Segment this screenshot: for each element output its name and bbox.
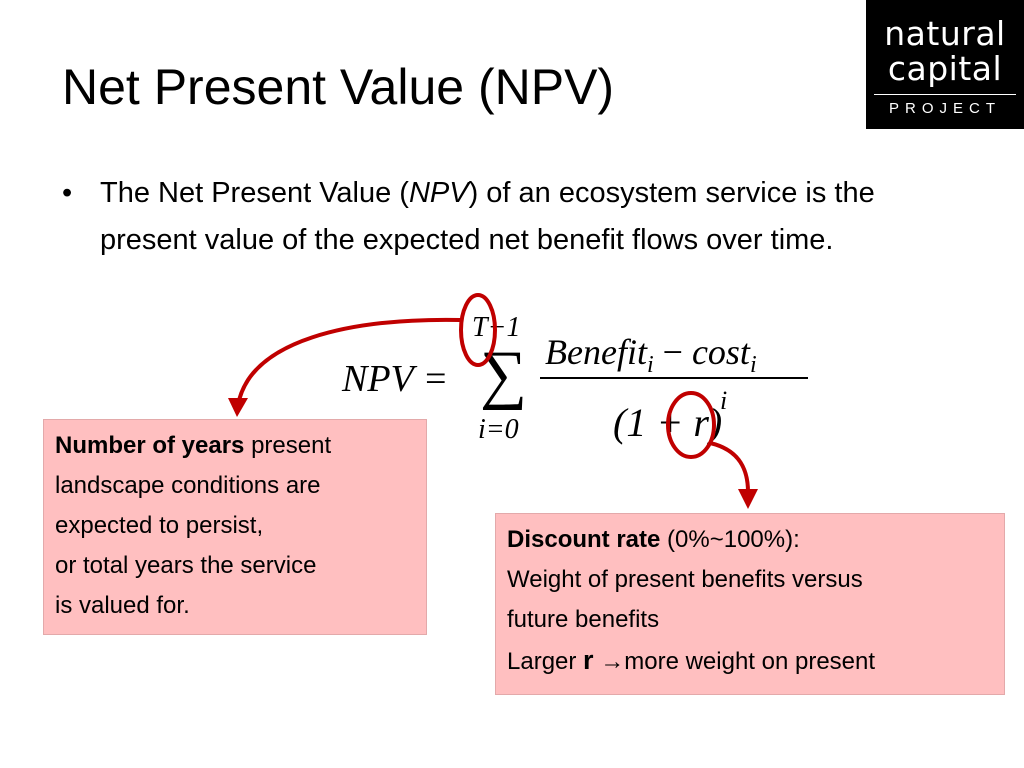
discount-line4-suffix: more weight on present [624,648,876,675]
arrow-right-icon: → [593,648,625,675]
bullet-npv-abbrev: NPV [408,177,469,209]
logo-line-natural: natural [884,14,1006,53]
years-annotation-heading-rest: present [244,432,332,459]
logo-line-project: PROJECT [888,100,1001,117]
fraction-numerator: Benefiti − costi [545,334,757,377]
equation-lhs: NPV = [342,358,449,400]
denominator-exponent: i [720,386,728,415]
discount-annotation-heading: Discount rate [507,526,661,553]
years-annotation-line-5: is valued for. [55,592,190,619]
years-arrowhead [228,398,248,417]
slide-title: Net Present Value (NPV) [62,59,615,115]
years-annotation-line-2: landscape conditions are [55,472,321,499]
numerator-cost-subscript: i [749,352,757,379]
sum-lower-limit: i=0 [478,414,519,445]
logo-line-capital: capital [887,49,1003,88]
years-annotation-heading: Number of years [55,432,245,459]
bullet-text-start: The Net Present Value ( [100,177,409,209]
rate-arrowhead [738,489,758,509]
discount-line4-prefix: Larger [507,648,584,675]
discount-annotation-line-3: future benefits [507,606,660,633]
years-annotation-line-4: or total years the service [55,552,317,579]
discount-rate-symbol: r [583,645,594,675]
discount-annotation-line-4: Larger r →more weight on present [507,640,1004,682]
discount-annotation-line-1: Discount rate (0%~100%): [507,520,1004,560]
bullet-text-end: ) of an ecosystem service is the present… [100,177,875,256]
years-annotation-line-1: Number of years present [55,426,426,466]
fraction-bar [540,377,808,379]
years-annotation-line-3: expected to persist, [55,512,264,539]
fraction-denominator: (1 + r) [613,400,723,445]
numerator-benefit-subscript: i [646,352,654,379]
logo-divider [874,94,1016,95]
summation-symbol: ∑ [480,338,528,411]
discount-annotation-box: Discount rate (0%~100%): Weight of prese… [495,513,1005,695]
bullet-point: • The Net Present Value (NPV) of an ecos… [62,170,972,264]
years-annotation-box: Number of years present landscape condit… [43,419,427,635]
discount-annotation-line-2: Weight of present benefits versus [507,566,863,593]
numerator-benefit: Benefit [545,332,647,372]
numerator-minus: − [653,332,692,372]
natural-capital-project-logo: natural capital PROJECT [866,0,1024,129]
numerator-cost: cost [691,332,750,372]
discount-annotation-range: (0%~100%): [660,526,800,553]
bullet-text: The Net Present Value (NPV) of an ecosys… [100,170,972,264]
bullet-dot: • [62,177,73,209]
